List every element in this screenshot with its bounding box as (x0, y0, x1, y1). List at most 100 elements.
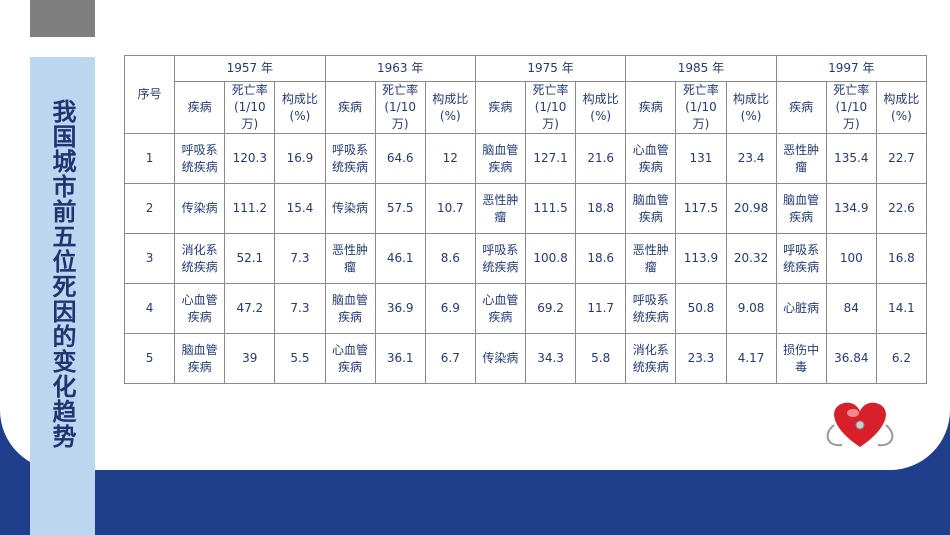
data-cell: 7.3 (274, 233, 326, 284)
index-cell: 2 (123, 183, 176, 234)
sub-header: 构成比(%) (725, 81, 777, 134)
data-cell: 呼吸系统疾病 (625, 283, 677, 334)
table-row: 1 呼吸系统疾病 120.3 16.9 呼吸系统疾病 64.6 12 脑血管疾病 127.1 21… (123, 133, 928, 184)
table-row: 3 消化系统疾病 52.1 7.3 恶性肿瘤 46.1 8.6 呼吸系统疾病 100.8 18.6… (123, 233, 928, 284)
data-cell: 23.3 (675, 333, 727, 384)
data-cell: 7.3 (274, 283, 326, 334)
table-row: 2 传染病 111.2 15.4 传染病 57.5 10.7 恶性肿瘤 111.5 18.8 脑血管… (123, 183, 928, 234)
data-cell: 呼吸系统疾病 (324, 133, 376, 184)
data-cell: 脑血管疾病 (474, 133, 527, 184)
data-cell: 6.7 (424, 333, 476, 384)
sub-header: 死亡率(1/10万) (524, 81, 577, 134)
data-cell: 呼吸系统疾病 (174, 133, 226, 184)
slide-title: 我国城市前五位死因的变化趋势 (48, 99, 76, 449)
sub-header: 疾病 (775, 81, 827, 134)
data-cell: 呼吸系统疾病 (775, 233, 827, 284)
sub-header: 构成比(%) (575, 81, 627, 134)
index-cell: 4 (123, 283, 176, 334)
data-cell: 5.8 (575, 333, 627, 384)
data-cell: 36.1 (374, 333, 426, 384)
data-cell: 脑血管疾病 (775, 183, 827, 234)
data-cell: 20.32 (725, 233, 777, 284)
data-cell: 10.7 (424, 183, 476, 234)
data-cell: 15.4 (274, 183, 326, 234)
year-header: 1997 年 (775, 55, 928, 82)
data-cell: 6.9 (424, 283, 476, 334)
data-cell: 损伤中毒 (775, 333, 827, 384)
data-cell: 心血管疾病 (324, 333, 376, 384)
data-cell: 脑血管疾病 (174, 333, 226, 384)
data-cell: 呼吸系统疾病 (474, 233, 527, 284)
data-cell: 127.1 (524, 133, 577, 184)
data-cell: 84 (825, 283, 877, 334)
data-cell: 消化系统疾病 (174, 233, 226, 284)
data-cell: 120.3 (224, 133, 276, 184)
data-cell: 50.8 (675, 283, 727, 334)
heart-icon (826, 402, 894, 447)
index-cell: 3 (123, 233, 176, 284)
data-cell: 12 (424, 133, 476, 184)
sub-header: 死亡率(1/10万) (374, 81, 426, 134)
data-cell: 117.5 (675, 183, 727, 234)
data-cell: 57.5 (374, 183, 426, 234)
index-cell: 5 (123, 333, 176, 384)
sub-header: 疾病 (174, 81, 226, 134)
data-cell: 心血管疾病 (174, 283, 226, 334)
data-cell: 18.8 (575, 183, 627, 234)
data-cell: 恶性肿瘤 (625, 233, 677, 284)
data-cell: 9.08 (725, 283, 777, 334)
year-header: 1957 年 (174, 55, 326, 82)
data-cell: 22.6 (875, 183, 928, 234)
data-cell: 8.6 (424, 233, 476, 284)
data-cell: 39 (224, 333, 276, 384)
data-cell: 6.2 (875, 333, 928, 384)
data-cell: 46.1 (374, 233, 426, 284)
data-cell: 传染病 (174, 183, 226, 234)
data-cell: 113.9 (675, 233, 727, 284)
data-cell: 36.9 (374, 283, 426, 334)
index-cell: 1 (123, 133, 176, 184)
data-cell: 135.4 (825, 133, 877, 184)
data-cell: 心脏病 (775, 283, 827, 334)
data-cell: 心血管疾病 (625, 133, 677, 184)
sub-header: 构成比(%) (274, 81, 326, 134)
sub-header: 疾病 (625, 81, 677, 134)
header-cell: 序号 (123, 55, 176, 134)
sub-header: 构成比(%) (875, 81, 928, 134)
data-cell: 111.2 (224, 183, 276, 234)
table-row: 5 脑血管疾病 39 5.5 心血管疾病 36.1 6.7 传染病 34.3 5.8 消化系统疾病 2… (123, 333, 928, 384)
data-cell: 4.17 (725, 333, 777, 384)
sub-header: 疾病 (324, 81, 376, 134)
table-row: 疾病 死亡率(1/10万) 构成比(%) 疾病 死亡率(1/10万) 构成比(%) 疾病 死亡… (125, 81, 928, 134)
data-cell: 47.2 (224, 283, 276, 334)
data-cell: 脑血管疾病 (324, 283, 376, 334)
sub-header: 疾病 (474, 81, 527, 134)
data-cell: 16.9 (274, 133, 326, 184)
year-header: 1963 年 (324, 55, 476, 82)
data-cell: 52.1 (224, 233, 276, 284)
sub-header: 死亡率(1/10万) (224, 81, 276, 134)
corner-block (30, 0, 95, 37)
title-bar: 我国城市前五位死因的变化趋势 (30, 57, 95, 535)
data-cell: 22.7 (875, 133, 928, 184)
data-cell: 恶性肿瘤 (324, 233, 376, 284)
sub-header: 死亡率(1/10万) (675, 81, 727, 134)
sub-header: 死亡率(1/10万) (825, 81, 877, 134)
sub-header: 构成比(%) (424, 81, 476, 134)
data-cell: 131 (675, 133, 727, 184)
data-cell: 16.8 (875, 233, 928, 284)
data-cell: 36.84 (825, 333, 877, 384)
data-cell: 20.98 (725, 183, 777, 234)
data-cell: 100.8 (524, 233, 577, 284)
data-cell: 消化系统疾病 (625, 333, 677, 384)
data-cell: 34.3 (524, 333, 577, 384)
data-cell: 64.6 (374, 133, 426, 184)
year-header: 1975 年 (474, 55, 627, 82)
data-cell: 传染病 (474, 333, 527, 384)
data-cell: 69.2 (524, 283, 577, 334)
data-cell: 111.5 (524, 183, 577, 234)
data-cell: 脑血管疾病 (625, 183, 677, 234)
table-row: 4 心血管疾病 47.2 7.3 脑血管疾病 36.9 6.9 心血管疾病 69.2 11.7 呼吸… (123, 283, 928, 334)
data-cell: 11.7 (575, 283, 627, 334)
